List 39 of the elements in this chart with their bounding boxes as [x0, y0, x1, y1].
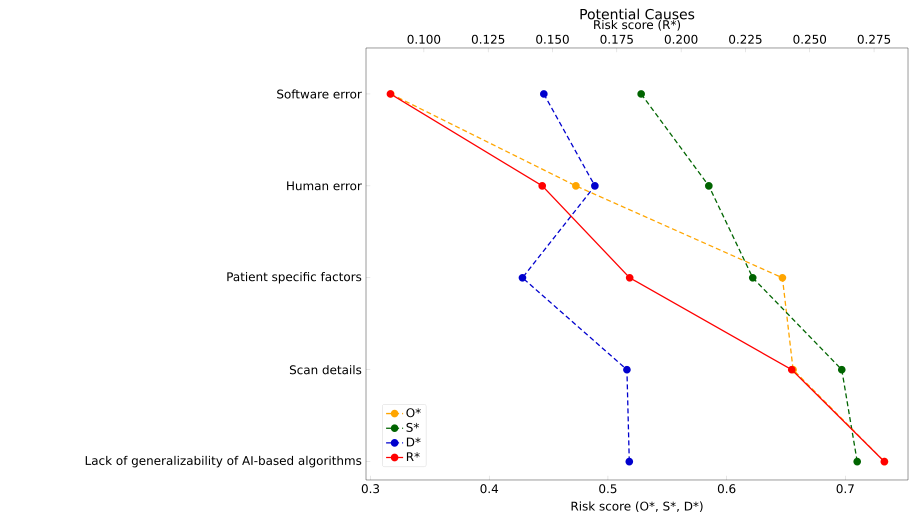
point	[625, 458, 634, 466]
x-tick-label: 0.3	[362, 484, 380, 494]
point	[704, 182, 713, 190]
point	[778, 274, 786, 282]
x2-axis-title: Risk score (R*)	[594, 20, 680, 31]
legend-label: D*	[406, 438, 421, 446]
x-tick-label: 0.4	[480, 484, 498, 494]
point	[518, 274, 526, 282]
x2-tick-label: 0.275	[858, 34, 890, 44]
point	[637, 90, 645, 98]
x2-tick-label: 0.100	[408, 34, 440, 44]
legend-label: O*	[406, 408, 421, 418]
point	[572, 182, 580, 190]
x-tick-label: 0.5	[599, 484, 616, 494]
y-tick-label: Scan details	[290, 365, 362, 374]
x2-tick-label: 0.250	[793, 34, 826, 44]
point	[838, 366, 846, 374]
point	[853, 458, 862, 466]
y-tick-label: Lack of generalizability of AI-based algorithms	[86, 456, 362, 468]
x-tick-label: 0.7	[836, 484, 854, 494]
chart-title: Potential Causes	[580, 8, 694, 20]
point	[540, 90, 548, 98]
x-tick-label: 0.6	[718, 484, 736, 494]
y-tick-label: Software error	[277, 89, 362, 99]
point	[748, 274, 757, 282]
x2-tick-label: 0.125	[472, 34, 504, 44]
y-tick-label: Patient specific factors	[227, 272, 362, 284]
point	[626, 274, 634, 282]
x2-tick-label: 0.175	[600, 34, 633, 44]
x2-tick-label: 0.200	[664, 34, 698, 44]
y-tick-label: Human error	[287, 181, 362, 190]
legend-label: R*	[406, 452, 420, 462]
x2-tick-label: 0.150	[536, 34, 569, 44]
point	[591, 182, 599, 190]
point	[623, 366, 631, 374]
legend-label: S*	[406, 422, 419, 432]
x-axis-title: Risk score (O*, S*, D*)	[572, 501, 703, 512]
point	[538, 182, 546, 190]
x2-tick-label: 0.225	[729, 34, 762, 44]
